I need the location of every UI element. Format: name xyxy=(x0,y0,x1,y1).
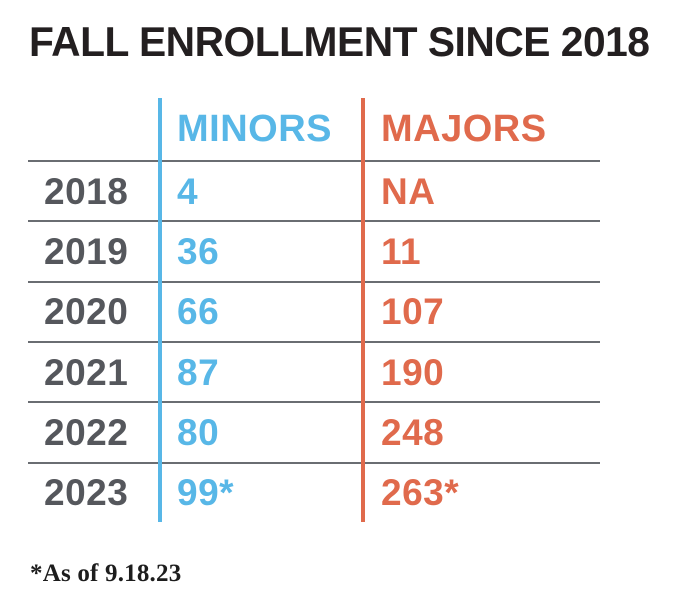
year-cell: 2018 xyxy=(44,170,129,212)
minors-value: 66 xyxy=(177,291,220,333)
chart-title: FALL ENROLLMENT SINCE 2018 xyxy=(29,18,650,65)
minors-value: 4 xyxy=(177,170,199,212)
year-cell: 2019 xyxy=(44,230,129,272)
table-row-2019: 2019 36 11 xyxy=(28,220,600,280)
minors-value: 36 xyxy=(177,230,220,272)
table-header-row: MINORS MAJORS xyxy=(28,98,600,160)
year-cell: 2022 xyxy=(44,411,129,453)
table-row-2023: 2023 99* 263* xyxy=(28,461,600,522)
year-cell: 2020 xyxy=(44,291,129,333)
enrollment-table: MINORS MAJORS 2018 4 NA 2019 36 11 2020 … xyxy=(28,98,600,522)
minors-column-rule xyxy=(158,98,162,522)
year-cell: 2023 xyxy=(44,472,129,514)
minors-value: 87 xyxy=(177,351,220,393)
minors-value: 99* xyxy=(177,472,235,514)
majors-value: 11 xyxy=(381,230,422,272)
year-cell: 2021 xyxy=(44,351,129,393)
majors-value: NA xyxy=(381,170,436,212)
table-row-2020: 2020 66 107 xyxy=(28,280,600,341)
table-row-2022: 2022 80 248 xyxy=(28,401,600,461)
majors-column-rule xyxy=(361,98,365,522)
majors-value: 190 xyxy=(381,351,445,393)
majors-value: 263* xyxy=(381,472,460,514)
minors-column-header: MINORS xyxy=(177,108,332,150)
majors-value: 107 xyxy=(381,291,445,333)
table-row-2018: 2018 4 NA xyxy=(28,160,600,220)
minors-value: 80 xyxy=(177,411,220,453)
table-row-2021: 2021 87 190 xyxy=(28,340,600,401)
footnote: *As of 9.18.23 xyxy=(30,560,182,587)
majors-value: 248 xyxy=(381,411,445,453)
majors-column-header: MAJORS xyxy=(381,108,547,150)
